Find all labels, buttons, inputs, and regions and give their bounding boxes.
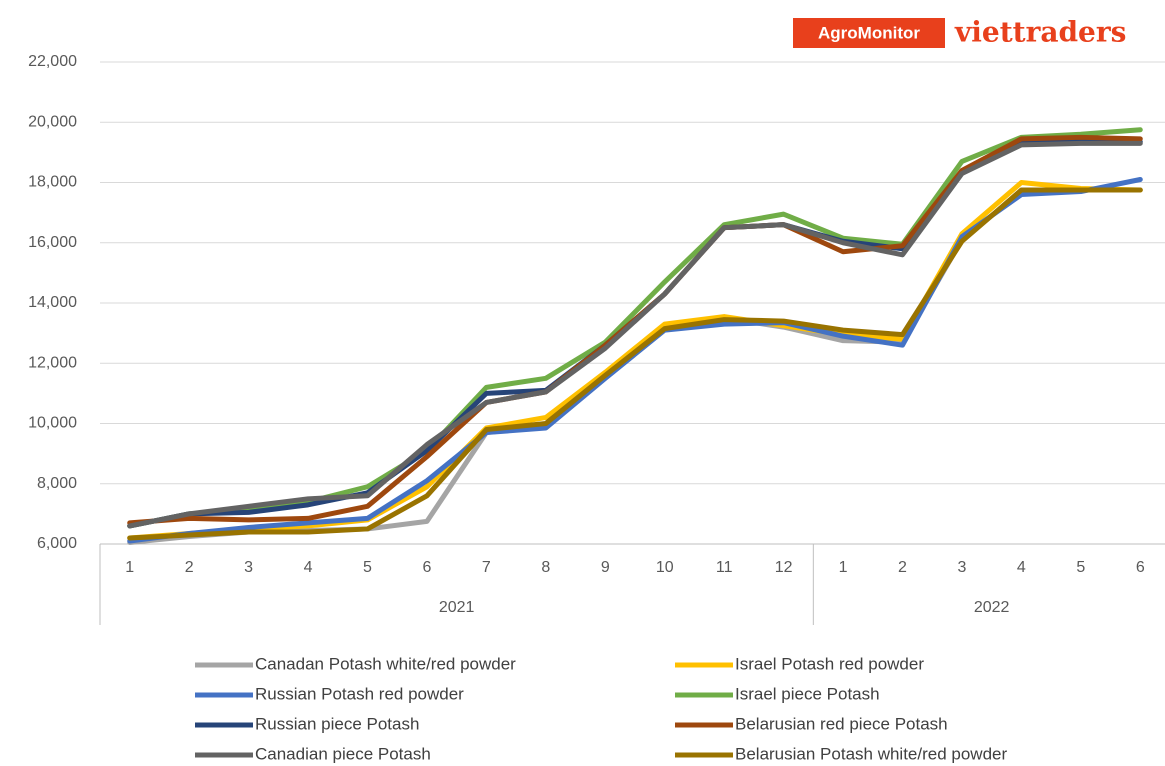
series-line xyxy=(127,176,1143,544)
x-tick-label: 1 xyxy=(839,559,848,576)
series-line xyxy=(127,140,1143,529)
legend-label: Israel Potash red powder xyxy=(735,654,924,673)
x-tick-label: 3 xyxy=(244,559,253,576)
series-line xyxy=(127,127,1143,529)
y-tick-label: 14,000 xyxy=(28,294,77,311)
x-tick-label: 4 xyxy=(1017,559,1026,576)
series-line xyxy=(127,187,1143,541)
x-tick-label: 6 xyxy=(1136,559,1145,576)
legend-label: Russian piece Potash xyxy=(255,714,419,733)
legend-label: Russian Potash red powder xyxy=(255,684,464,703)
x-tick-label: 9 xyxy=(601,559,610,576)
x-tick-label: 7 xyxy=(482,559,491,576)
legend-label: Israel piece Potash xyxy=(735,684,880,703)
x-tick-label: 2 xyxy=(185,559,194,576)
legend-label: Canadian piece Potash xyxy=(255,744,431,763)
x-tick-label: 2 xyxy=(898,559,907,576)
y-tick-label: 22,000 xyxy=(28,53,77,70)
x-tick-label: 1 xyxy=(125,559,134,576)
y-tick-label: 8,000 xyxy=(37,475,77,492)
logo-text: AgroMonitor xyxy=(818,23,920,42)
x-tick-label: 11 xyxy=(716,559,733,576)
legend-label: Belarusian red piece Potash xyxy=(735,714,948,733)
legend-label: Belarusian Potash white/red powder xyxy=(735,744,1007,763)
x-tick-label: 12 xyxy=(775,559,793,576)
y-tick-label: 20,000 xyxy=(28,113,77,130)
x-tick-label: 8 xyxy=(541,559,550,576)
y-tick-label: 6,000 xyxy=(37,535,77,552)
y-tick-label: 10,000 xyxy=(28,415,77,432)
series-line xyxy=(127,180,1143,541)
group-label: 2021 xyxy=(439,599,475,616)
group-label: 2022 xyxy=(974,599,1010,616)
x-tick-label: 5 xyxy=(1076,559,1085,576)
x-tick-label: 6 xyxy=(422,559,431,576)
legend: Canadan Potash white/red powder Israel Po… xyxy=(195,654,1007,763)
series-line xyxy=(127,139,1143,529)
x-tick-label: 4 xyxy=(304,559,313,576)
x-tick-label: 3 xyxy=(957,559,966,576)
x-tick-label: 5 xyxy=(363,559,372,576)
series-line xyxy=(127,134,1143,526)
legend-label: Canadan Potash white/red powder xyxy=(255,654,516,673)
logo-brand: viettraders xyxy=(954,16,1126,49)
y-tick-label: 18,000 xyxy=(28,174,77,191)
x-tick-label: 10 xyxy=(656,559,674,576)
y-tick-label: 16,000 xyxy=(28,234,77,251)
y-tick-label: 12,000 xyxy=(28,354,77,371)
logo-box xyxy=(793,18,945,48)
